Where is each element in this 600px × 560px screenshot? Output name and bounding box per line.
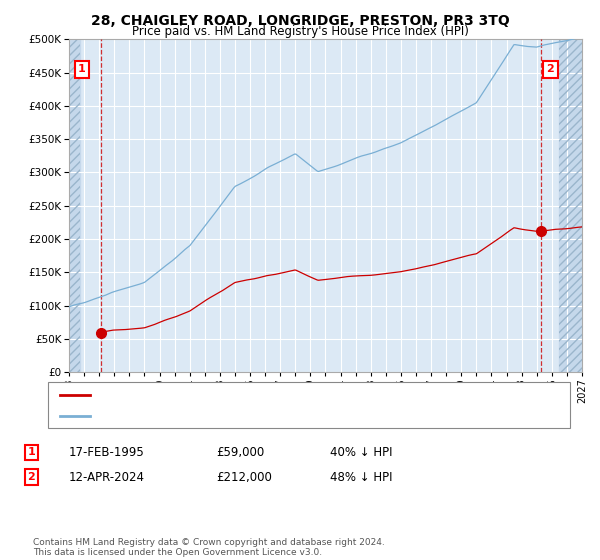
Bar bbox=[69, 39, 80, 372]
Text: Contains HM Land Registry data © Crown copyright and database right 2024.
This d: Contains HM Land Registry data © Crown c… bbox=[33, 538, 385, 557]
Text: 2: 2 bbox=[28, 472, 35, 482]
Text: Price paid vs. HM Land Registry's House Price Index (HPI): Price paid vs. HM Land Registry's House … bbox=[131, 25, 469, 38]
Bar bbox=[559, 39, 582, 372]
Text: 12-APR-2024: 12-APR-2024 bbox=[69, 470, 145, 484]
Text: 2: 2 bbox=[547, 64, 554, 74]
Text: 48% ↓ HPI: 48% ↓ HPI bbox=[330, 470, 392, 484]
Text: £212,000: £212,000 bbox=[216, 470, 272, 484]
Text: £59,000: £59,000 bbox=[216, 446, 264, 459]
Text: 40% ↓ HPI: 40% ↓ HPI bbox=[330, 446, 392, 459]
Text: 28, CHAIGLEY ROAD, LONGRIDGE, PRESTON, PR3 3TQ: 28, CHAIGLEY ROAD, LONGRIDGE, PRESTON, P… bbox=[91, 14, 509, 28]
Text: 1: 1 bbox=[28, 447, 35, 458]
Bar bbox=[559, 39, 582, 372]
Text: HPI: Average price, detached house, Ribble Valley: HPI: Average price, detached house, Ribb… bbox=[99, 410, 359, 421]
Text: 17-FEB-1995: 17-FEB-1995 bbox=[69, 446, 145, 459]
Text: 1: 1 bbox=[78, 64, 86, 74]
Text: 28, CHAIGLEY ROAD, LONGRIDGE, PRESTON, PR3 3TQ (detached house): 28, CHAIGLEY ROAD, LONGRIDGE, PRESTON, P… bbox=[99, 390, 475, 400]
Bar bbox=[69, 39, 80, 372]
